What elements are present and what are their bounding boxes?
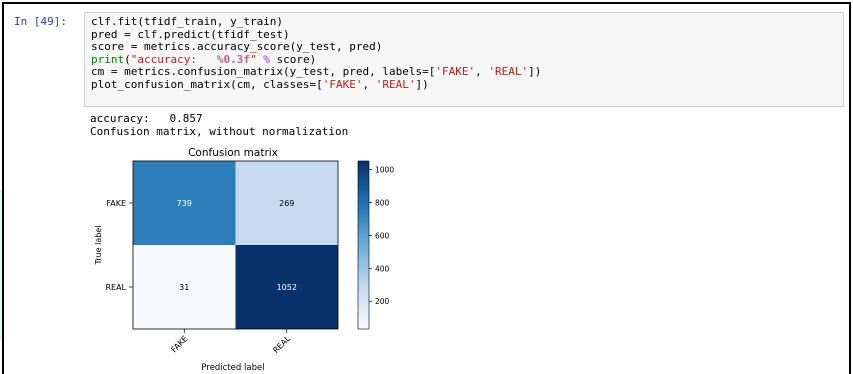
cm-output-text: Confusion matrix, without normalization xyxy=(90,125,349,138)
code-part: , xyxy=(475,65,489,79)
paren: ( xyxy=(124,52,131,66)
string-literal-end: " xyxy=(249,52,257,66)
colorbar-tick-label: 600 xyxy=(375,231,390,240)
code-line-5: cm = metrics.confusion_matrix(y_test, pr… xyxy=(91,66,837,79)
colorbar-ticks: 200 400 600 800 1000 xyxy=(369,166,394,306)
print-keyword: print xyxy=(91,52,125,66)
code-line-1: clf.fit(tfidf_train, y_train) xyxy=(91,15,284,28)
colorbar-tick-label: 200 xyxy=(375,297,390,306)
cell-output: accuracy: 0.857 Confusion matrix, withou… xyxy=(90,112,830,373)
format-spec: %0.3f xyxy=(216,52,250,66)
cell-value-label: 31 xyxy=(179,283,189,292)
x-axis-ticks: FAKE REAL xyxy=(169,329,293,355)
x-axis-label: Predicted label xyxy=(201,363,264,373)
heatmap-cell xyxy=(133,161,236,245)
code-part: cm = metrics.confusion_matrix(y_test, pr… xyxy=(91,65,436,79)
plot-frame xyxy=(132,160,339,330)
code-editor[interactable]: clf.fit(tfidf_train, y_train) pred = clf… xyxy=(84,12,844,107)
heatmap-cell xyxy=(235,245,338,329)
string-literal: "accuracy: xyxy=(130,52,217,66)
confusion-matrix-chart: Confusion matrix 739 269 31 1052 FAKE REAL F… xyxy=(94,147,394,373)
x-tick-label: FAKE xyxy=(169,334,189,354)
code-part: ]) xyxy=(415,77,429,91)
y-tick-label: FAKE xyxy=(106,199,126,208)
code-line-6: plot_confusion_matrix(cm, classes=['FAKE… xyxy=(91,77,837,92)
string-literal: 'REAL' xyxy=(375,77,416,91)
code-part: plot_confusion_matrix(cm, classes=[ xyxy=(91,77,323,91)
string-literal: 'FAKE' xyxy=(435,65,476,79)
code-part: , xyxy=(362,77,376,91)
code-rest: score) xyxy=(276,52,317,66)
string-literal: 'FAKE' xyxy=(322,77,363,91)
operator: % xyxy=(256,52,277,66)
cell-value-label: 269 xyxy=(279,199,294,208)
input-prompt: In [49]: xyxy=(14,15,67,28)
heatmap-cell xyxy=(235,161,338,245)
x-tick-label: REAL xyxy=(271,334,292,355)
y-tick-label: REAL xyxy=(105,283,126,292)
chart-title: Confusion matrix xyxy=(188,147,278,159)
heatmap-cell xyxy=(133,245,236,329)
y-axis-label: True label xyxy=(94,226,103,266)
code-line-3: score = metrics.accuracy_score(y_test, p… xyxy=(91,40,383,54)
code-part: ]) xyxy=(528,65,542,79)
colorbar-tick-label: 400 xyxy=(375,264,390,273)
heatmap-cells: 739 269 31 1052 xyxy=(133,161,338,329)
colorbar xyxy=(357,160,370,330)
colorbar-tick-label: 800 xyxy=(375,198,390,207)
colorbar-tick-label: 1000 xyxy=(375,166,394,175)
string-literal: 'REAL' xyxy=(488,65,529,79)
accuracy-output: accuracy: 0.857 xyxy=(90,112,203,125)
code-line-4: print("accuracy: %0.3f" % score) xyxy=(91,52,837,67)
y-axis-ticks: FAKE REAL xyxy=(105,199,133,292)
cell-value-label: 739 xyxy=(177,199,192,208)
cell-value-label: 1052 xyxy=(277,283,297,292)
code-line-2: pred = clf.predict(tfidf_test) xyxy=(91,27,290,41)
